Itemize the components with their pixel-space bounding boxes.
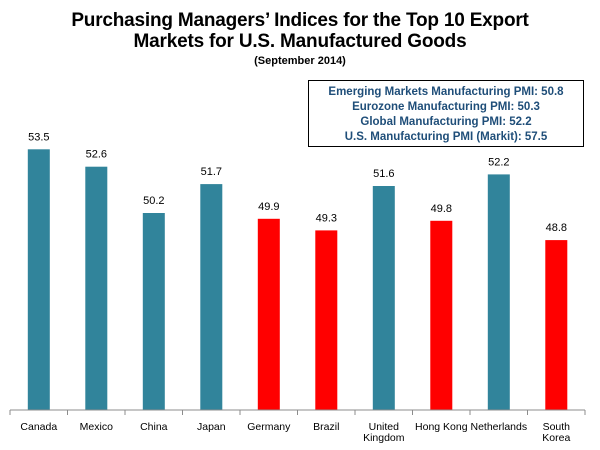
pmi-summary-box: Emerging Markets Manufacturing PMI: 50.8…	[308, 80, 584, 147]
chart-subtitle: (September 2014)	[254, 55, 346, 67]
chart-title-line-1: Purchasing Managers’ Indices for the Top…	[71, 10, 529, 31]
bar	[85, 166, 108, 410]
annotation-us: U.S. Manufacturing PMI (Markit): 57.5	[344, 131, 548, 143]
data-label: 51.6	[373, 168, 394, 180]
x-tick-label: Mexico	[80, 421, 113, 433]
x-tick-label: Canada	[20, 421, 57, 433]
bar	[545, 240, 568, 410]
data-label: 51.7	[201, 166, 222, 178]
data-label: 53.5	[28, 131, 49, 143]
x-tick-label: Germany	[247, 421, 291, 433]
annotation-emerging-markets: Emerging Markets Manufacturing PMI: 50.8	[328, 86, 564, 98]
x-tick-label: Netherlands	[470, 421, 527, 433]
data-label: 49.9	[258, 201, 279, 213]
x-tick-label: Kingdom	[363, 432, 405, 444]
x-tick-label: South	[543, 421, 571, 433]
bar	[430, 220, 453, 410]
bar	[315, 230, 338, 410]
bar	[27, 149, 50, 411]
x-tick-label: China	[140, 421, 168, 433]
annotation-eurozone: Eurozone Manufacturing PMI: 50.3	[352, 101, 540, 113]
x-tick-label: United	[369, 421, 400, 433]
chart-title-block: Purchasing Managers’ Indices for the Top…	[0, 10, 600, 68]
chart-title-line-2: Markets for U.S. Manufactured Goods	[133, 31, 467, 52]
bar	[372, 186, 395, 410]
data-label: 52.6	[86, 149, 107, 161]
data-label: 50.2	[143, 195, 164, 207]
bar	[200, 184, 223, 410]
x-tick-label: Hong Kong	[415, 421, 468, 433]
annotation-global: Global Manufacturing PMI: 52.2	[360, 116, 532, 128]
data-label: 48.8	[546, 222, 567, 234]
x-tick-label: Brazil	[313, 421, 339, 433]
x-tick-label: Korea	[542, 432, 570, 444]
data-label: 52.2	[488, 156, 509, 168]
data-label: 49.8	[431, 203, 452, 215]
x-tick-label: Japan	[197, 421, 226, 433]
bar	[142, 213, 165, 410]
bar	[487, 174, 510, 410]
bar	[257, 218, 280, 410]
data-label: 49.3	[316, 212, 337, 224]
